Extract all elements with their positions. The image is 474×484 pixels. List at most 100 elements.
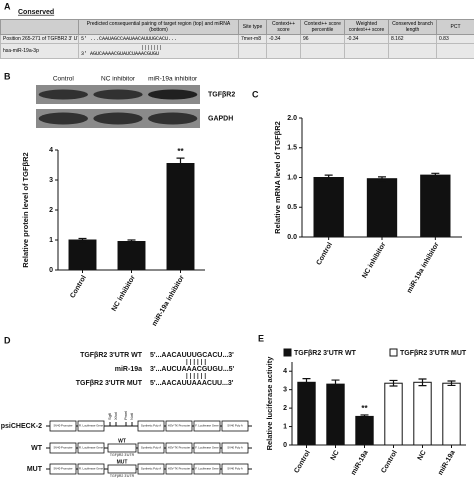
panel-label: D	[4, 335, 11, 345]
element-label: HSV-TK Promoter	[168, 424, 190, 428]
insert	[107, 464, 137, 474]
vector-element	[137, 442, 165, 454]
x-tick-label: Control	[293, 449, 312, 474]
panel-label: C	[252, 89, 259, 99]
y-tick-label: 4	[283, 368, 287, 375]
x-tick-label: miR-19a	[437, 449, 457, 476]
site-label: NotI	[129, 413, 134, 420]
error-bar	[431, 172, 440, 178]
y-axis-label: Relative luciferase activity	[265, 356, 274, 451]
element-label: Synthetic Poly A	[141, 467, 161, 471]
error-bar	[127, 239, 136, 244]
y-tick-label: 3	[49, 177, 53, 184]
bar	[384, 382, 403, 446]
insert-name: TGFβR2 3'UTR	[110, 453, 135, 457]
target-table: Predicted consequential pairing of targe…	[0, 19, 474, 59]
x-tick-label: NC	[417, 449, 428, 461]
blot-band	[38, 112, 88, 125]
lane-label: NC inhibitor	[101, 76, 136, 83]
element-label: R. Luciferase Gene	[79, 424, 104, 428]
element-label: F. Luciferase Gene	[195, 446, 219, 450]
bar	[366, 178, 398, 238]
table-cell	[300, 43, 345, 59]
error-bar	[360, 414, 369, 419]
table-cell: -0.34	[266, 34, 301, 44]
construct-name: psiCHECK-2	[1, 423, 42, 430]
table-cell: hsa-miR-19a-3p	[0, 43, 79, 59]
table-cell	[436, 43, 474, 59]
error-bar	[331, 379, 340, 389]
vector-element	[221, 463, 249, 475]
element-label: SV40 Promoter	[53, 446, 72, 450]
bar	[413, 381, 432, 446]
sequence-name: TGFβR2 3'UTR WT	[80, 352, 143, 359]
y-tick-label: 1.5	[287, 145, 297, 152]
blot-band	[93, 89, 143, 100]
error-bar	[324, 174, 333, 181]
y-tick-label: 2.0	[287, 115, 297, 122]
error-bar	[302, 378, 311, 387]
table-cell	[344, 43, 389, 59]
bar	[68, 239, 97, 271]
bar	[313, 177, 344, 238]
y-tick-label: 0.5	[287, 204, 297, 211]
construct-name: MUT	[27, 466, 43, 473]
table-row: Position 265-271 of TGFBR2 3' UTR 5' ...C…	[0, 34, 474, 44]
cell-text: 3' AGUCAAAACGUAUCUAAACGUGU	[81, 51, 160, 57]
site-label: PmeI	[123, 411, 128, 420]
element-label: R. Luciferase Gene	[79, 446, 104, 450]
error-bar	[78, 237, 87, 243]
blot-label: TGFβR2	[208, 91, 235, 98]
header-cell: Conserved branch length	[388, 19, 437, 35]
panel-label: A	[4, 1, 11, 11]
element-label: SV40 Poly A	[227, 446, 243, 450]
y-tick-label: 0	[283, 442, 287, 449]
table-cell: -0.34	[344, 34, 389, 44]
table-cell: 7mer-m8	[238, 34, 267, 44]
vector-element	[165, 463, 193, 475]
element-label: SV40 Poly A	[227, 424, 243, 428]
annotation: **	[177, 147, 184, 156]
lane-label: Control	[53, 76, 75, 83]
y-tick-label: 0.0	[287, 234, 297, 241]
table-cell	[388, 43, 437, 59]
header-cell: Weighted context++ score	[344, 19, 389, 35]
element-label: R. Luciferase Gene	[79, 467, 104, 471]
insert	[107, 443, 137, 453]
blot-band	[93, 112, 143, 125]
bar	[117, 241, 146, 271]
vector-element	[221, 442, 249, 454]
error-bar	[176, 157, 185, 170]
blot-band	[148, 112, 198, 125]
blot-band	[38, 89, 88, 100]
cell-text: 8.162	[391, 36, 404, 42]
annotation: **	[361, 404, 368, 413]
sequence: 5'...AACAUUAAACUU...3'	[150, 380, 234, 387]
bar	[166, 163, 195, 271]
element-label: F. Luciferase Gene	[195, 467, 219, 471]
insert-label: WT	[118, 438, 126, 444]
x-tick-label: NC inhibitor	[361, 241, 387, 279]
vector-element	[137, 463, 165, 475]
table-cell	[266, 43, 301, 59]
bar	[297, 381, 316, 446]
sequence: 3'...AUCUAAACGUGU...5'	[150, 366, 235, 373]
header-cell: Context++ score	[266, 19, 301, 35]
panel-label: B	[4, 71, 11, 81]
blot-label: GAPDH	[208, 115, 233, 122]
vector-element	[77, 420, 105, 432]
bar	[355, 415, 374, 446]
section-title: Conserved	[18, 9, 54, 16]
insert-label: MUT	[117, 459, 128, 465]
vector-element	[49, 442, 77, 454]
error-bar	[447, 380, 456, 387]
sequence-name: miR-19a	[115, 366, 142, 373]
cell-text: hsa-miR-19a-3p	[3, 48, 39, 54]
x-tick-label: NC	[330, 449, 341, 461]
table-cell: Position 265-271 of TGFBR2 3' UTR	[0, 34, 79, 44]
element-label: F. Luciferase Gene	[195, 424, 219, 428]
header-cell: Context++ score percentile	[300, 19, 345, 35]
legend-swatch	[389, 348, 398, 357]
